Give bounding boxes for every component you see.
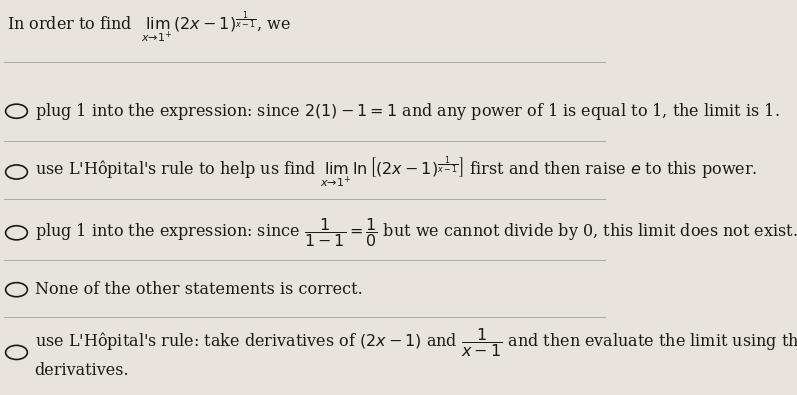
Text: plug 1 into the expression: since $\dfrac{1}{1-1} = \dfrac{1}{0}$ but we cannot : plug 1 into the expression: since $\dfra… — [34, 216, 797, 249]
Text: use L'Hôpital's rule to help us find $\lim_{x \to 1^+} \ln\left[(2x-1)^{\frac{1}: use L'Hôpital's rule to help us find $\l… — [34, 154, 757, 190]
Text: plug 1 into the expression: since $2(1) - 1 = 1$ and any power of 1 is equal to : plug 1 into the expression: since $2(1) … — [34, 101, 779, 122]
Text: use L'Hôpital's rule: take derivatives of $(2x-1)$ and $\dfrac{1}{x-1}$ and then: use L'Hôpital's rule: take derivatives o… — [34, 326, 797, 379]
Text: None of the other statements is correct.: None of the other statements is correct. — [34, 281, 363, 298]
Text: In order to find  $\lim_{x \to 1^+} (2x-1)^{\frac{1}{x-1}}$, we: In order to find $\lim_{x \to 1^+} (2x-1… — [7, 9, 292, 45]
